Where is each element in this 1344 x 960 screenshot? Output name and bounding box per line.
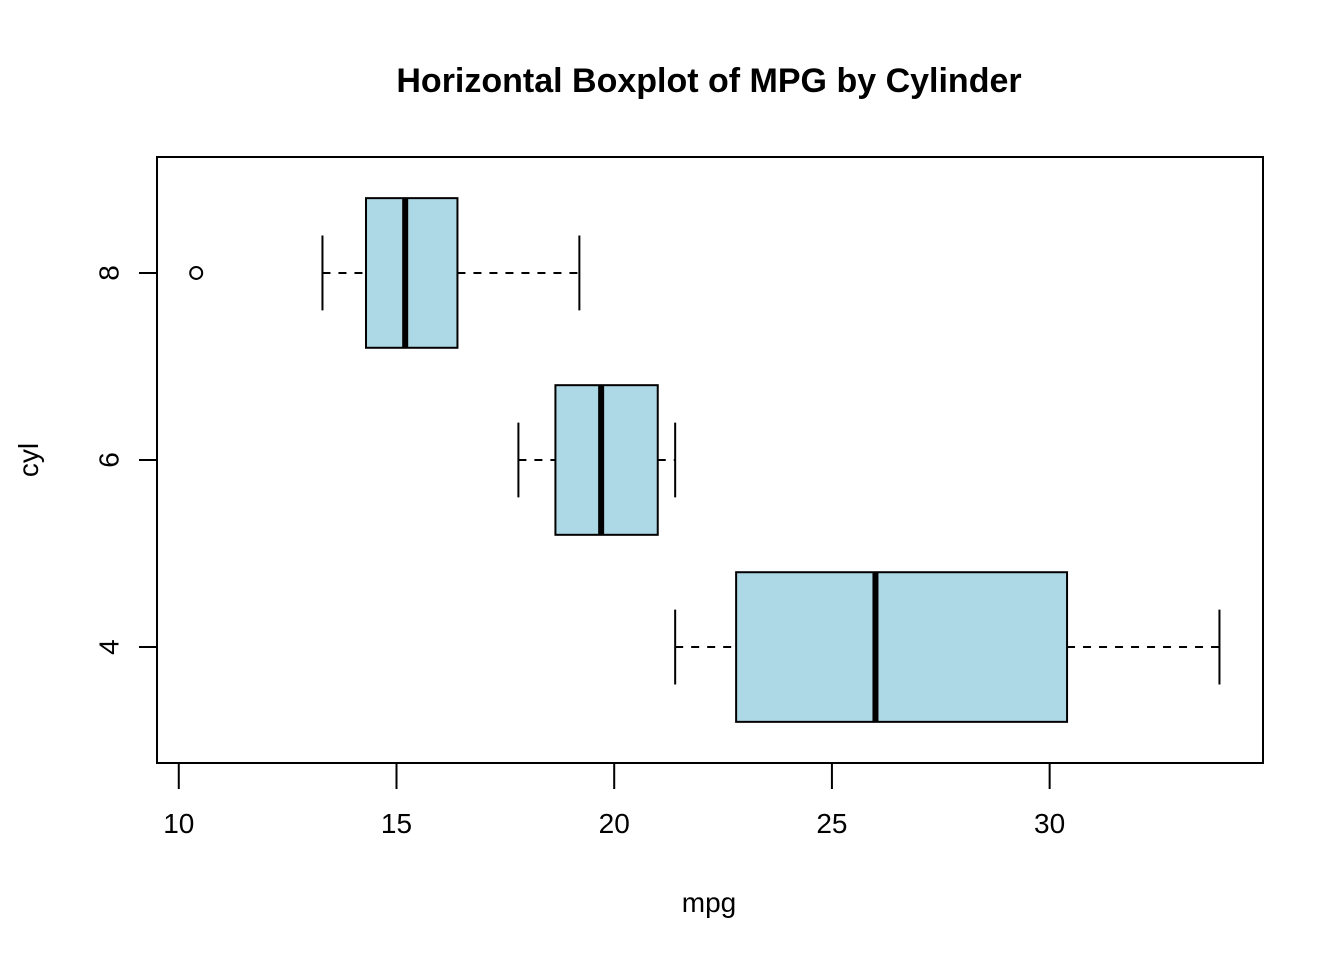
x-tick-label-25: 25 xyxy=(816,808,847,839)
box-rect-cyl-8 xyxy=(365,197,459,349)
x-tick-label-15: 15 xyxy=(381,808,412,839)
outlier-cyl-8-0 xyxy=(189,265,204,280)
box-cyl-8 xyxy=(189,197,581,349)
y-tick-label-6: 6 xyxy=(93,452,124,468)
box-rect-cyl-6 xyxy=(554,384,659,536)
y-axis-label: cyl xyxy=(13,443,44,477)
box-cyl-6 xyxy=(517,384,677,536)
x-axis: 10 15 20 25 30 xyxy=(163,762,1065,839)
x-tick-label-20: 20 xyxy=(599,808,630,839)
box-cyl-4 xyxy=(674,571,1221,723)
y-tick-label-4: 4 xyxy=(93,639,124,655)
x-tick-label-10: 10 xyxy=(163,808,194,839)
x-tick-label-30: 30 xyxy=(1034,808,1065,839)
y-axis: 4 6 8 xyxy=(93,265,158,655)
box-rect-cyl-4 xyxy=(735,571,1069,723)
chart-title: Horizontal Boxplot of MPG by Cylinder xyxy=(396,62,1021,100)
y-tick-label-8: 8 xyxy=(93,265,124,281)
x-axis-label: mpg xyxy=(682,887,736,918)
boxes-group xyxy=(189,197,1221,723)
